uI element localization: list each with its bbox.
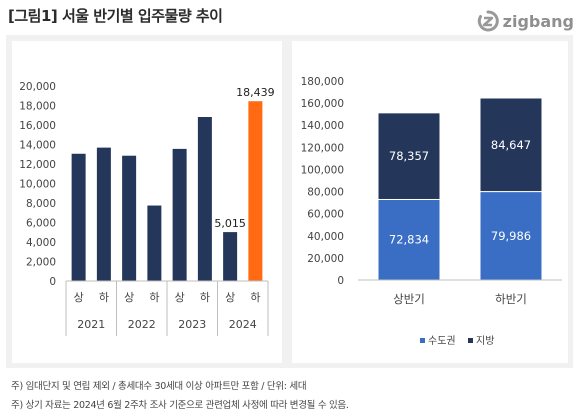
y-tick-label: 6,000 [26,218,56,230]
y-tick-label: 14,000 [19,140,56,152]
stacked-bar-chart-right: 0 20,000 40,000 60,000 80,000 100,000 120,000 1… [301,76,562,347]
segment-value-label: 84,647 [491,138,531,152]
y-tick-label: 0 [49,276,56,288]
y-tick-label: 4,000 [26,237,56,249]
brand-logo: zigbang [477,10,574,32]
data-label: 18,439 [236,86,275,99]
x-tick-label: 상 [74,291,84,304]
chart-stacked-regions: 0 20,000 40,000 60,000 80,000 100,000 120,000 1… [292,41,568,363]
zigbang-logo-icon [477,10,499,32]
legend-label: 수도권 [428,335,456,347]
legend-swatch [420,338,425,343]
x-tick-label: 하 [149,290,159,304]
y-tick-label: 60,000 [307,209,344,221]
x-tick-label: 상 [124,291,134,304]
y-tick-label: 140,000 [301,120,344,132]
y-tick-label: 10,000 [19,179,56,191]
bar [223,232,238,281]
y-tick-label: 40,000 [307,231,344,243]
stacked-bar-segment [479,97,543,193]
x-tick-label: 상반기 [393,292,425,306]
stacked-bar-segment [377,198,441,281]
footnotes: 주) 임대단지 및 연립 제외 / 총세대수 30세대 이상 아파트만 포함 /… [11,377,349,414]
y-tick-label: 20,000 [19,81,56,93]
x-tick-label: 상 [175,291,185,304]
footnote-2: 주) 상기 자료는 2024년 6월 2주차 조사 기준으로 관련업체 사정에 … [11,400,349,411]
y-tick-label: 16,000 [19,120,56,132]
segment-value-label: 72,834 [389,233,429,247]
x-tick-label: 하 [250,290,260,304]
bar [122,155,137,281]
x-tick-label: 상 [225,291,235,304]
bar-chart-left: 0 2,000 4,000 6,000 8,000 10,000 12,000 14,000 1… [19,81,275,336]
y-tick-label: 12,000 [19,159,56,171]
year-group-label: 2024 [229,318,257,331]
bar [172,148,187,281]
bar [197,117,212,281]
y-tick-label: 2,000 [26,257,56,269]
y-tick-label: 180,000 [301,76,344,88]
legend-swatch [468,338,473,343]
segment-value-label: 79,986 [491,229,531,243]
year-group-label: 2023 [178,318,206,331]
bar [96,147,111,281]
y-tick-label: 20,000 [307,253,344,265]
page-title: [그림1] 서울 반기별 입주물량 추이 [8,7,223,25]
segment-value-label: 78,357 [389,149,429,163]
y-tick-label: 8,000 [26,198,56,210]
footnote-1: 주) 임대단지 및 연립 제외 / 총세대수 30세대 이상 아파트만 포함 /… [11,381,307,392]
y-tick-label: 0 [337,275,344,287]
y-tick-label: 120,000 [301,142,344,154]
stacked-bar-segment [377,112,441,200]
y-tick-label: 80,000 [307,187,344,199]
legend-label: 지방 [476,335,494,347]
x-tick-label: 하 [200,290,210,304]
bar [248,101,263,281]
brand-name: zigbang [502,11,574,31]
x-tick-label: 하반기 [495,292,527,306]
bar [147,205,162,281]
bar [71,153,86,281]
chart-half-year-trend: 0 2,000 4,000 6,000 8,000 10,000 12,000 14,000 1… [12,41,282,363]
year-group-label: 2021 [77,318,105,331]
data-label: 5,015 [214,217,246,230]
y-tick-label: 100,000 [301,164,344,176]
year-group-label: 2022 [128,318,156,331]
y-tick-label: 18,000 [19,101,56,113]
x-tick-label: 하 [99,290,109,304]
y-tick-label: 160,000 [301,98,344,110]
